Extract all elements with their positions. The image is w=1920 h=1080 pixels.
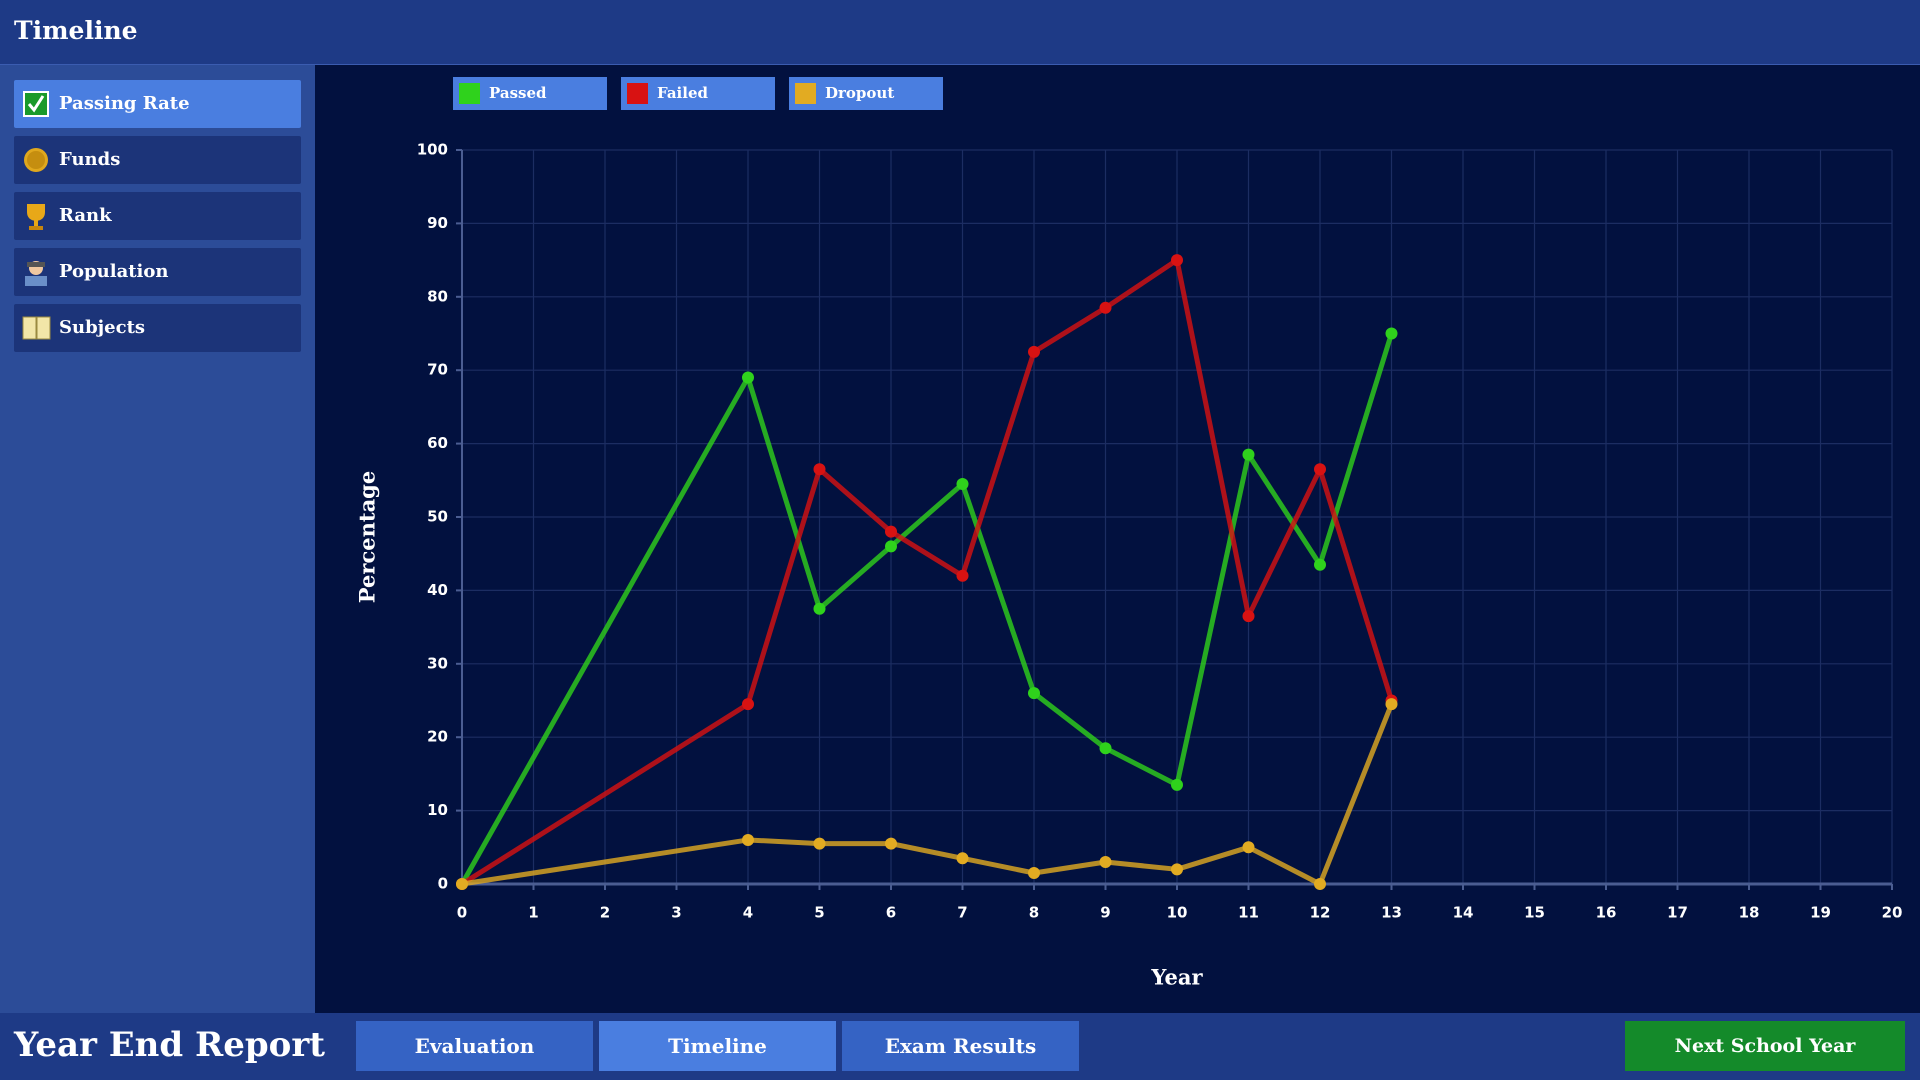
legend-label: Dropout bbox=[825, 84, 894, 102]
x-axis-label: Year bbox=[1150, 965, 1203, 990]
y-tick-label: 80 bbox=[427, 287, 448, 305]
menu-label: Population bbox=[59, 261, 169, 282]
y-tick-label: 30 bbox=[427, 654, 448, 672]
data-point bbox=[885, 540, 897, 553]
data-point bbox=[813, 463, 826, 476]
header: Timeline bbox=[0, 0, 1920, 65]
x-tick-label: 17 bbox=[1667, 904, 1688, 922]
tab[interactable]: Exam Results bbox=[842, 1021, 1079, 1071]
y-tick-label: 50 bbox=[427, 508, 448, 526]
x-tick-label: 12 bbox=[1310, 904, 1331, 922]
legend-swatch bbox=[795, 83, 816, 104]
menu-item[interactable]: Subjects bbox=[14, 304, 301, 352]
data-point bbox=[956, 852, 969, 865]
x-tick-label: 11 bbox=[1238, 904, 1259, 922]
menu-label: Rank bbox=[59, 205, 112, 226]
data-point bbox=[1314, 463, 1326, 476]
data-point bbox=[1385, 327, 1398, 340]
x-tick-label: 10 bbox=[1167, 904, 1188, 922]
data-point bbox=[1099, 855, 1112, 868]
data-point bbox=[742, 371, 754, 384]
icon bbox=[24, 148, 48, 172]
legend-swatch bbox=[459, 83, 480, 104]
data-point bbox=[1242, 610, 1255, 623]
tab[interactable]: Evaluation bbox=[356, 1021, 593, 1071]
menu-item[interactable]: Funds bbox=[14, 136, 301, 184]
y-tick-label: 20 bbox=[427, 728, 448, 746]
data-point bbox=[742, 833, 754, 846]
series-line bbox=[460, 257, 1394, 887]
data-point bbox=[1028, 687, 1040, 700]
x-tick-label: 15 bbox=[1524, 904, 1545, 922]
tab[interactable]: Timeline bbox=[599, 1021, 836, 1071]
y-tick-label: 60 bbox=[427, 434, 448, 452]
sidebar: Passing Rate Funds Rank Population Subje… bbox=[0, 65, 315, 1013]
icon bbox=[25, 261, 47, 286]
data-point bbox=[956, 569, 969, 582]
y-tick-label: 70 bbox=[427, 361, 448, 379]
menu-item[interactable]: Rank bbox=[14, 192, 301, 240]
data-point bbox=[1171, 254, 1183, 267]
y-tick-label: 40 bbox=[427, 581, 448, 599]
data-point bbox=[885, 837, 897, 850]
menu-label: Subjects bbox=[59, 317, 146, 338]
x-tick-label: 4 bbox=[743, 904, 753, 922]
y-tick-label: 10 bbox=[427, 801, 448, 819]
x-tick-label: 20 bbox=[1882, 904, 1903, 922]
y-axis-label: Percentage bbox=[355, 471, 380, 603]
icon bbox=[27, 204, 45, 230]
menu-label: Passing Rate bbox=[59, 93, 190, 114]
footer: Year End Report Evaluation Timeline Exam… bbox=[0, 1013, 1920, 1080]
menu-item[interactable]: Passing Rate bbox=[14, 80, 301, 128]
data-point bbox=[813, 837, 826, 850]
x-tick-label: 2 bbox=[600, 904, 610, 922]
x-tick-label: 7 bbox=[957, 904, 967, 922]
data-point bbox=[813, 602, 826, 615]
data-point bbox=[456, 878, 468, 890]
x-tick-label: 8 bbox=[1029, 904, 1039, 922]
data-point bbox=[1171, 863, 1183, 876]
menu-label: Funds bbox=[59, 149, 121, 170]
data-point bbox=[1099, 301, 1112, 314]
y-tick-label: 90 bbox=[427, 214, 448, 232]
x-tick-label: 9 bbox=[1100, 904, 1110, 922]
data-point bbox=[1314, 878, 1326, 890]
x-tick-label: 3 bbox=[671, 904, 681, 922]
icon bbox=[23, 91, 49, 117]
data-point bbox=[885, 525, 897, 538]
x-tick-label: 1 bbox=[528, 904, 538, 922]
x-tick-label: 0 bbox=[457, 904, 467, 922]
legend-label: Passed bbox=[489, 84, 547, 102]
header-title: Timeline bbox=[14, 16, 138, 45]
icon bbox=[22, 316, 51, 340]
legend-label: Failed bbox=[657, 84, 708, 102]
data-point bbox=[1314, 558, 1326, 571]
data-point bbox=[1028, 866, 1040, 879]
x-tick-label: 14 bbox=[1453, 904, 1474, 922]
menu-item[interactable]: Population bbox=[14, 248, 301, 296]
data-point bbox=[1385, 698, 1398, 711]
y-tick-label: 100 bbox=[417, 141, 448, 159]
x-tick-label: 16 bbox=[1596, 904, 1617, 922]
data-point bbox=[1028, 345, 1040, 358]
x-tick-label: 13 bbox=[1381, 904, 1402, 922]
data-point bbox=[742, 698, 754, 711]
x-tick-label: 18 bbox=[1739, 904, 1760, 922]
data-point bbox=[956, 477, 969, 490]
data-point bbox=[1171, 778, 1183, 791]
x-tick-label: 19 bbox=[1810, 904, 1831, 922]
y-tick-label: 0 bbox=[438, 875, 448, 893]
footer-title: Year End Report bbox=[14, 1025, 325, 1065]
data-point bbox=[1242, 841, 1255, 854]
legend-swatch bbox=[627, 83, 648, 104]
data-point bbox=[1099, 742, 1112, 755]
x-tick-label: 5 bbox=[814, 904, 824, 922]
next-button[interactable]: Next School Year bbox=[1625, 1021, 1905, 1071]
x-tick-label: 6 bbox=[886, 904, 896, 922]
data-point bbox=[1242, 448, 1255, 461]
